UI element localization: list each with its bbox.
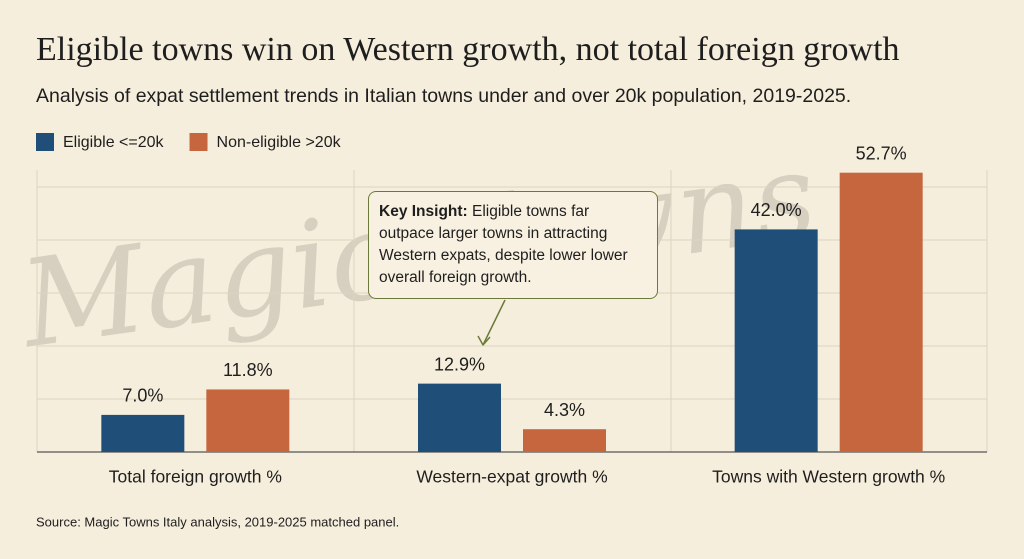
x-tick-label: Towns with Western growth %	[712, 467, 945, 487]
chart-subtitle: Analysis of expat settlement trends in I…	[36, 85, 851, 107]
bar	[734, 229, 818, 452]
value-label: 7.0%	[122, 386, 163, 406]
bar	[206, 389, 290, 452]
legend-label: Non-eligible >20k	[217, 134, 342, 151]
legend-swatch	[36, 133, 54, 151]
value-label: 42.0%	[751, 200, 802, 220]
annotation-arrowhead	[477, 335, 491, 347]
legend-label: Eligible <=20k	[63, 134, 165, 151]
value-label: 12.9%	[434, 354, 485, 374]
bar	[418, 383, 501, 452]
annotation: Key Insight: Eligible towns far outpace …	[368, 191, 658, 299]
annotation-arrow	[482, 299, 506, 346]
annotation-title: Key Insight:	[379, 203, 468, 220]
chart-title: Eligible towns win on Western growth, no…	[36, 31, 900, 68]
bar	[523, 429, 606, 452]
x-tick-label: Total foreign growth %	[109, 467, 282, 487]
x-tick-label: Western-expat growth %	[416, 467, 607, 487]
bar	[101, 414, 185, 452]
annotation-text: Eligible towns far outpace larger towns …	[379, 203, 628, 286]
bar	[839, 172, 923, 452]
value-label: 52.7%	[856, 143, 907, 163]
value-label: 11.8%	[223, 360, 273, 380]
source: Source: Magic Towns Italy analysis, 2019…	[36, 514, 399, 529]
value-label: 4.3%	[544, 400, 585, 420]
legend-swatch	[189, 133, 208, 151]
